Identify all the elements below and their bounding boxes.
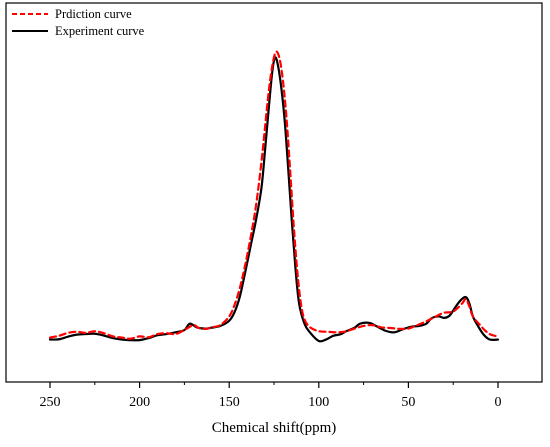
- x-axis-label: Chemical shift(ppm): [212, 420, 337, 436]
- x-axis-ticks: 250 200 150 100 50 0: [40, 382, 502, 410]
- x-tick-label: 0: [495, 395, 502, 410]
- series-layer: [48, 50, 500, 343]
- x-tick-label: 50: [401, 395, 415, 410]
- x-tick-label: 100: [308, 395, 329, 410]
- x-tick-label: 150: [219, 395, 240, 410]
- x-tick-label: 250: [40, 395, 61, 410]
- legend: Prdiction curve Experiment curve: [12, 7, 145, 38]
- legend-label-prediction: Prdiction curve: [55, 7, 132, 21]
- series-line-experiment: [48, 56, 500, 343]
- x-tick-label: 200: [129, 395, 150, 410]
- legend-label-experiment: Experiment curve: [55, 24, 145, 38]
- series-line-prediction: [48, 50, 500, 340]
